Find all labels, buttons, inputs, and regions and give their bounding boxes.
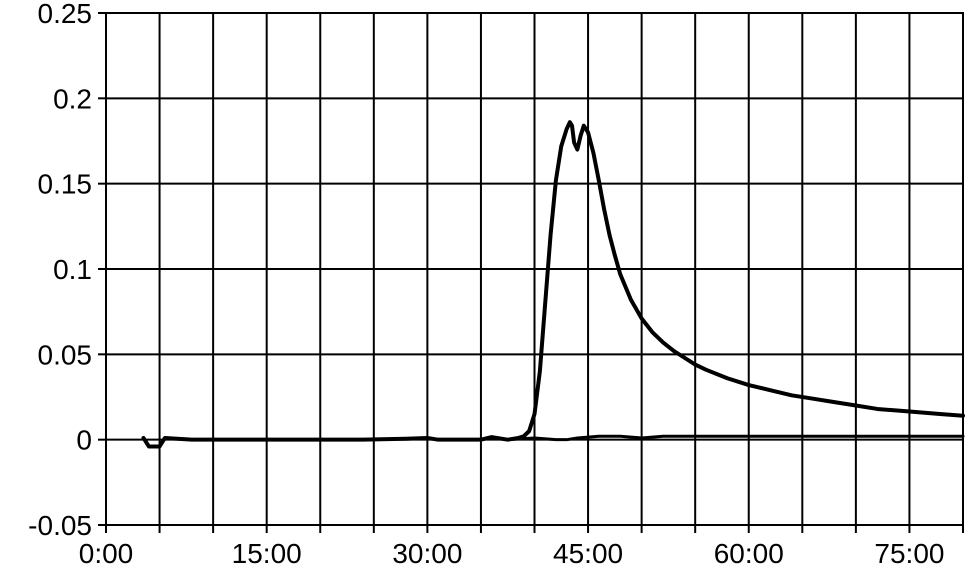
svg-text:60:00: 60:00 (714, 538, 784, 569)
chart-container: -0.05 0 0.05 0.1 0.15 0.2 0.25 0:00 15:00 30:00 45… (0, 0, 973, 584)
svg-text:45:00: 45:00 (553, 538, 623, 569)
svg-text:0.25: 0.25 (38, 0, 93, 29)
svg-text:0.2: 0.2 (53, 83, 92, 114)
svg-text:-0.05: -0.05 (28, 510, 92, 541)
svg-text:75:00: 75:00 (874, 538, 944, 569)
svg-text:30:00: 30:00 (392, 538, 462, 569)
svg-text:0: 0 (76, 425, 92, 456)
chart-svg: -0.05 0 0.05 0.1 0.15 0.2 0.25 0:00 15:00 30:00 45… (0, 0, 973, 584)
svg-text:0.05: 0.05 (38, 339, 93, 370)
svg-text:0.1: 0.1 (53, 254, 92, 285)
svg-text:0.15: 0.15 (38, 169, 93, 200)
svg-text:0:00: 0:00 (79, 538, 134, 569)
svg-text:15:00: 15:00 (232, 538, 302, 569)
